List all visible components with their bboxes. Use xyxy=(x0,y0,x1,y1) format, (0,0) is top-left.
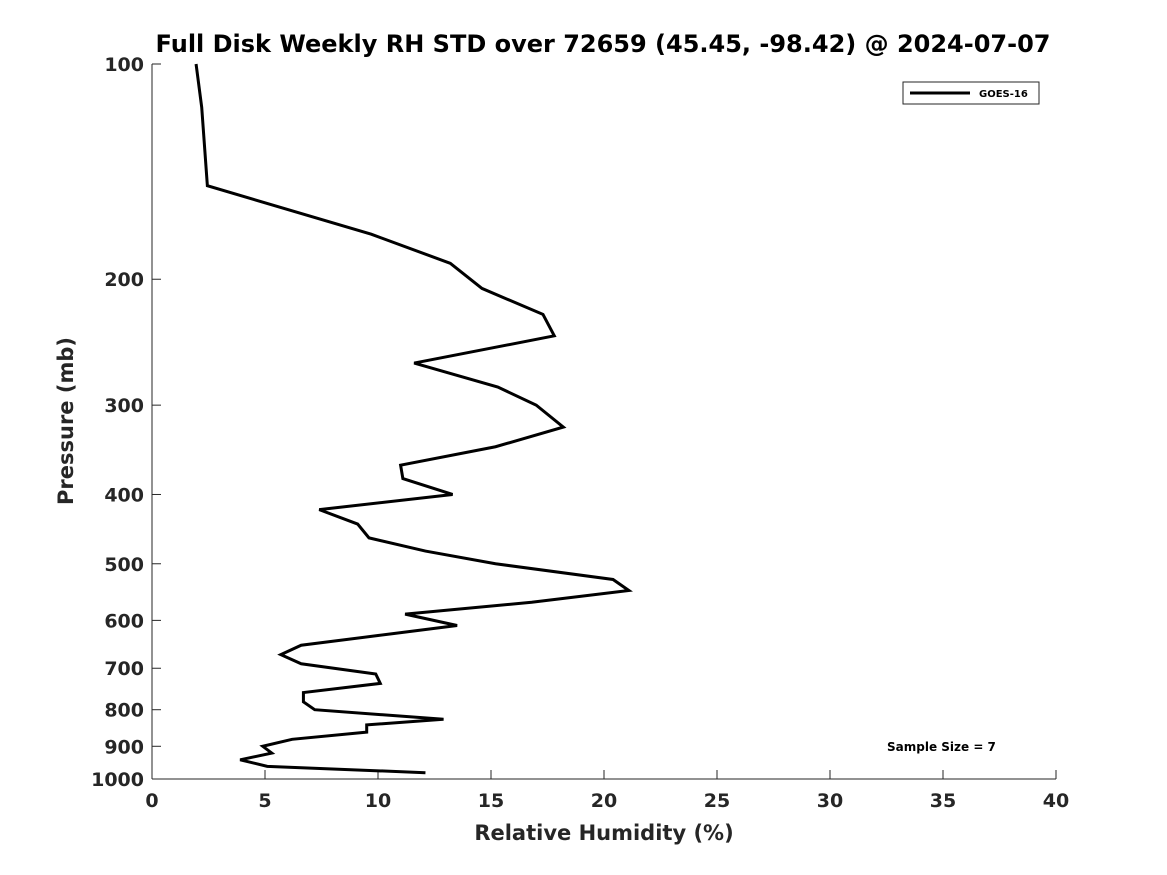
x-axis-label: Relative Humidity (%) xyxy=(474,821,733,845)
legend: GOES-16 xyxy=(902,81,1040,105)
chart-title: Full Disk Weekly RH STD over 72659 (45.4… xyxy=(156,30,1051,58)
y-tick-label: 900 xyxy=(104,736,144,758)
plot-axes xyxy=(151,64,1056,780)
y-axis-ticks: 100 200 300 400 500 600 700 800 900 1000 xyxy=(91,54,161,791)
y-tick-label: 700 xyxy=(104,658,144,680)
y-tick-label: 500 xyxy=(104,554,144,576)
y-tick-label: 1000 xyxy=(91,769,144,791)
y-tick-label: 200 xyxy=(104,269,144,291)
x-tick-label: 25 xyxy=(704,790,730,812)
y-tick-label: 600 xyxy=(104,610,144,632)
x-tick-label: 15 xyxy=(478,790,504,812)
y-tick-label: 400 xyxy=(104,484,144,506)
x-tick-label: 0 xyxy=(145,790,158,812)
x-tick-label: 35 xyxy=(930,790,956,812)
y-tick-label: 800 xyxy=(104,700,144,722)
legend-label-goes-16: GOES-16 xyxy=(979,89,1028,100)
legend-box xyxy=(902,81,1040,105)
x-tick-label: 30 xyxy=(817,790,843,812)
y-axis-label: Pressure (mb) xyxy=(54,337,78,505)
x-tick-label: 5 xyxy=(258,790,271,812)
y-tick-label: 300 xyxy=(104,395,144,417)
y-tick-label: 100 xyxy=(104,54,144,76)
x-tick-label: 40 xyxy=(1043,790,1069,812)
goes-16-series-line xyxy=(194,63,633,775)
sample-size-annotation: Sample Size = 7 xyxy=(887,740,996,754)
x-tick-label: 10 xyxy=(365,790,391,812)
x-tick-label: 20 xyxy=(591,790,617,812)
x-axis-ticks: 0 5 10 15 20 25 30 35 40 xyxy=(145,770,1069,812)
